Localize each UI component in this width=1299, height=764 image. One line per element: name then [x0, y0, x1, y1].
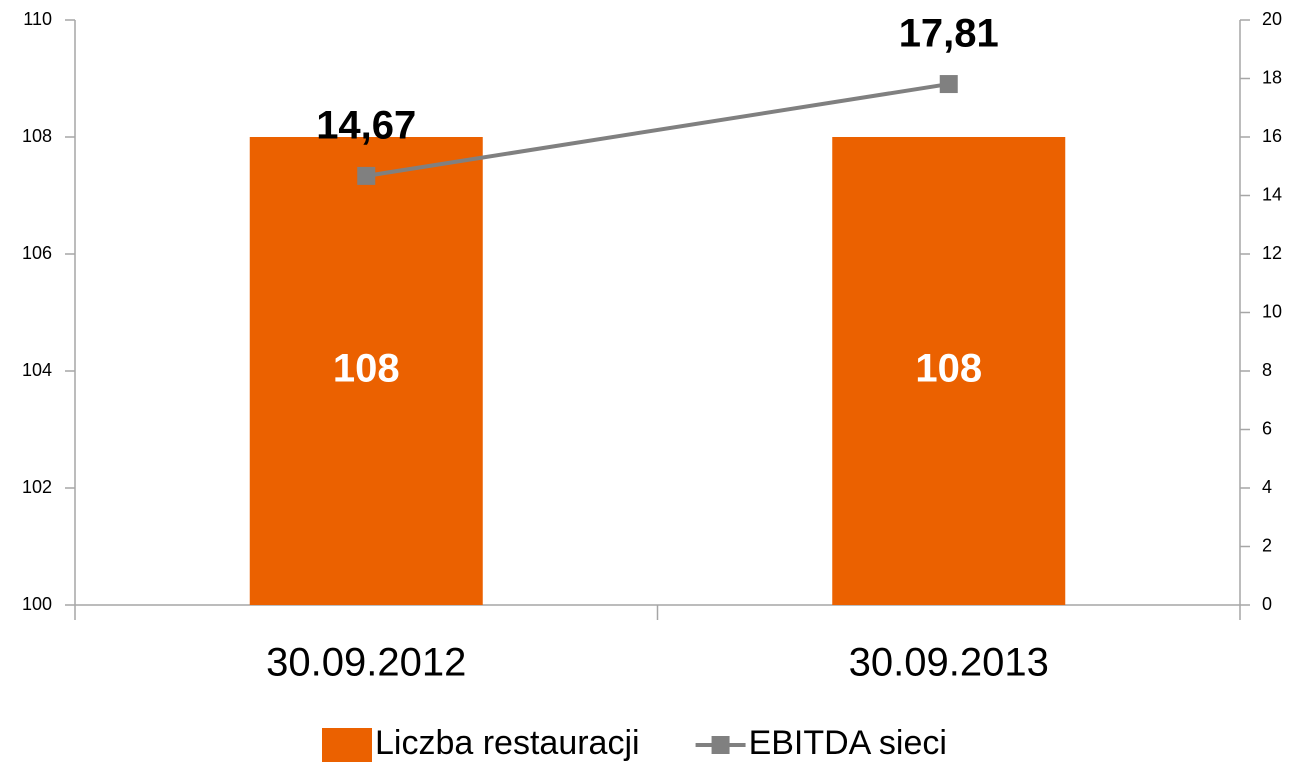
x-tick-label: 30.09.2013 [849, 641, 1049, 685]
y2-tick-label: 20 [1262, 9, 1282, 29]
y-tick-label: 102 [22, 477, 52, 497]
legend-label: Liczba restauracji [375, 724, 640, 762]
line [365, 82, 950, 178]
y2-tick-label: 6 [1262, 418, 1272, 438]
y2-tick-label: 8 [1262, 360, 1272, 380]
y2-tick-label: 4 [1262, 477, 1272, 497]
y2-tick-label: 2 [1262, 535, 1272, 555]
y-tick-label: 110 [23, 9, 52, 29]
y2-tick-label: 16 [1262, 126, 1282, 146]
legend-label: EBITDA sieci [749, 724, 947, 762]
line-marker [939, 75, 958, 94]
y-tick-label: 108 [22, 126, 52, 146]
y-tick-label: 106 [22, 243, 52, 263]
y-tick-label: 100 [22, 594, 52, 614]
y-tick-label: 104 [22, 360, 52, 380]
line-value-label: 14,67 [316, 103, 416, 147]
bar-value-label: 108 [915, 347, 982, 391]
y2-tick-label: 14 [1262, 184, 1282, 204]
legend-swatch-marker [711, 736, 730, 754]
y2-tick-label: 0 [1262, 594, 1272, 614]
bar [249, 137, 483, 605]
bar-value-label: 108 [333, 347, 400, 391]
y2-tick-label: 18 [1262, 67, 1282, 87]
line-value-label: 17,81 [899, 12, 999, 56]
legend-swatch [322, 728, 372, 762]
bar [832, 137, 1066, 605]
line-marker [357, 166, 376, 185]
x-tick-label: 30.09.2012 [266, 641, 466, 685]
y2-tick-label: 10 [1262, 301, 1282, 321]
y2-tick-label: 12 [1262, 243, 1282, 263]
